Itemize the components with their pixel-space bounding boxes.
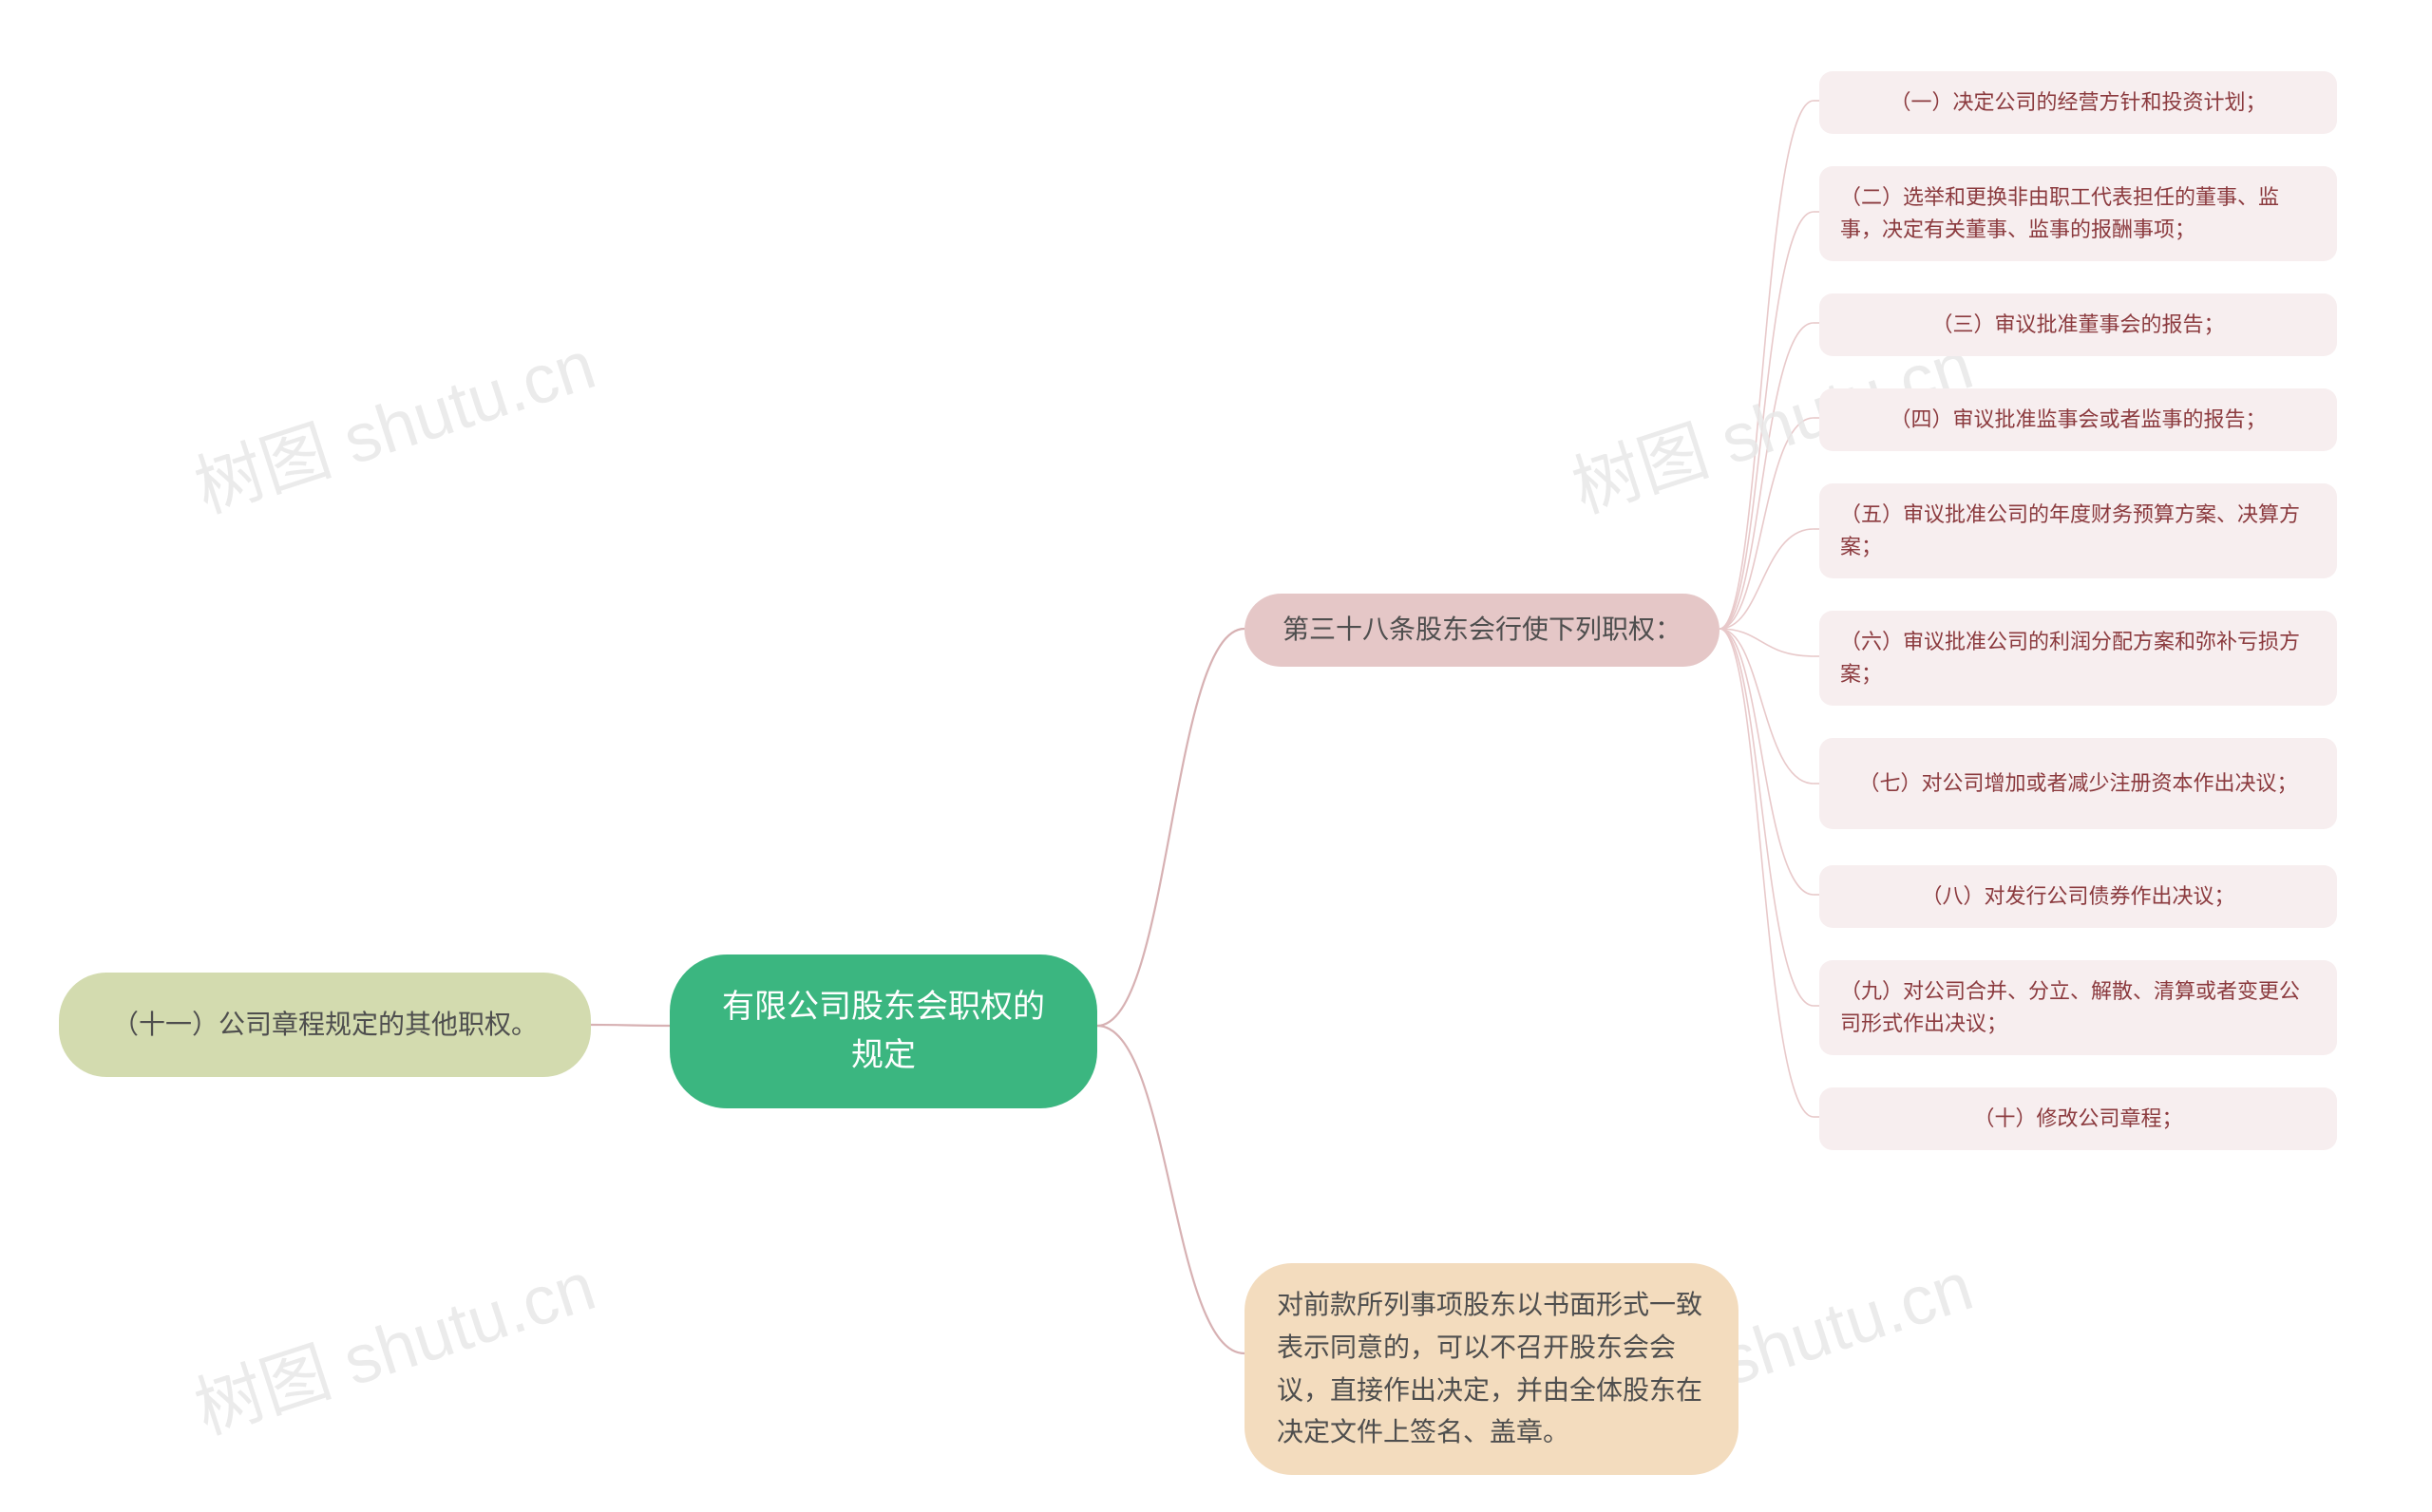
leaf-item: （一）决定公司的经营方针和投资计划； — [1819, 71, 2337, 134]
leaf-item: （四）审议批准监事会或者监事的报告； — [1819, 388, 2337, 451]
leaf-item-label: （九）对公司合并、分立、解散、清算或者变更公司形式作出决议； — [1840, 975, 2316, 1040]
right-branch-written-consent: 对前款所列事项股东以书面形式一致表示同意的，可以不召开股东会会议，直接作出决定，… — [1244, 1263, 1738, 1475]
left-branch-11: （十一）公司章程规定的其他职权。 — [59, 973, 591, 1077]
left-branch-11-label: （十一）公司章程规定的其他职权。 — [112, 1004, 538, 1047]
leaf-item: （三）审议批准董事会的报告； — [1819, 293, 2337, 356]
watermark-text: 树图 shutu.cn — [180, 1230, 605, 1453]
mindmap-root: 有限公司股东会职权的规定 — [670, 954, 1097, 1108]
watermark-text: 树图 shutu.cn — [180, 309, 605, 532]
leaf-item-label: （二）选举和更换非由职工代表担任的董事、监事，决定有关董事、监事的报酬事项； — [1840, 181, 2316, 246]
leaf-item: （七）对公司增加或者减少注册资本作出决议； — [1819, 738, 2337, 829]
leaf-item-label: （六）审议批准公司的利润分配方案和弥补亏损方案； — [1840, 626, 2316, 690]
root-label: 有限公司股东会职权的规定 — [717, 983, 1050, 1080]
leaf-item: （十）修改公司章程； — [1819, 1087, 2337, 1150]
leaf-item-label: （一）决定公司的经营方针和投资计划； — [1890, 86, 2266, 119]
right-branch-article-38: 第三十八条股东会行使下列职权： — [1244, 594, 1720, 667]
leaf-item-label: （三）审议批准董事会的报告； — [1931, 309, 2224, 341]
leaf-item-label: （七）对公司增加或者减少注册资本作出决议； — [1858, 767, 2297, 800]
right-branch-article-38-label: 第三十八条股东会行使下列职权： — [1282, 609, 1682, 652]
leaf-item: （二）选举和更换非由职工代表担任的董事、监事，决定有关董事、监事的报酬事项； — [1819, 166, 2337, 261]
leaf-item: （五）审议批准公司的年度财务预算方案、决算方案； — [1819, 483, 2337, 578]
leaf-item-label: （八）对发行公司债券作出决议； — [1921, 880, 2234, 913]
leaf-item: （六）审议批准公司的利润分配方案和弥补亏损方案； — [1819, 611, 2337, 706]
leaf-item-label: （十）修改公司章程； — [1973, 1103, 2182, 1135]
leaf-item: （九）对公司合并、分立、解散、清算或者变更公司形式作出决议； — [1819, 960, 2337, 1055]
leaf-item-label: （四）审议批准监事会或者监事的报告； — [1890, 404, 2266, 436]
leaf-item: （八）对发行公司债券作出决议； — [1819, 865, 2337, 928]
right-branch-written-consent-label: 对前款所列事项股东以书面形式一致表示同意的，可以不召开股东会会议，直接作出决定，… — [1277, 1284, 1706, 1454]
leaf-item-label: （五）审议批准公司的年度财务预算方案、决算方案； — [1840, 499, 2316, 563]
